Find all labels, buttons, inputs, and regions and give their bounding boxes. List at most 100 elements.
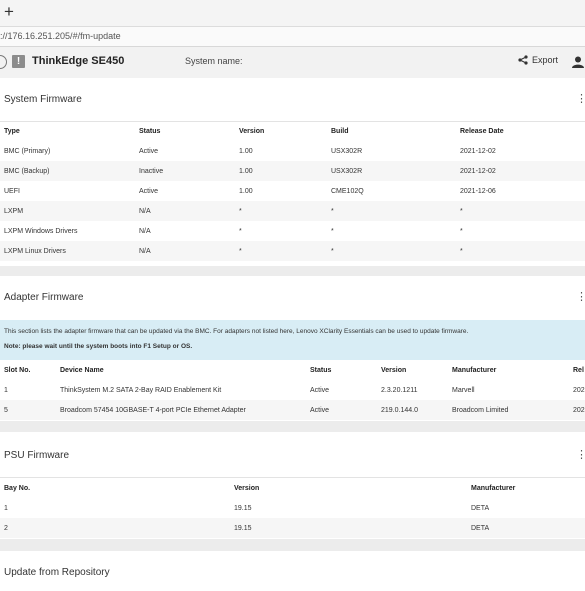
table-header-row: Bay No. Version Manufacturer <box>0 478 585 498</box>
section-title: Update from Repository <box>4 567 110 578</box>
new-tab-button[interactable]: + <box>4 2 14 21</box>
cell-type: BMC (Backup) <box>4 167 50 175</box>
cell-build: USX302R <box>331 167 363 175</box>
user-icon[interactable] <box>571 55 585 69</box>
psu-firmware-section: PSU Firmware ⋮ Bay No. Version Manufactu… <box>0 432 585 539</box>
cell-manufacturer: DETA <box>471 504 490 512</box>
cell-status: Inactive <box>139 167 164 175</box>
cell-build: CME102Q <box>331 187 364 195</box>
cell-version: 2.3.20.1211 <box>381 386 418 394</box>
address-bar[interactable]: ://176.16.251.205/#/fm-update <box>0 27 585 47</box>
share-icon <box>518 55 528 65</box>
cell-version: * <box>239 227 242 235</box>
table-row: BMC (Primary) Active 1.00 USX302R 2021-1… <box>0 141 585 161</box>
info-banner: This section lists the adapter firmware … <box>0 320 585 360</box>
cell-release-date: 2021-12-02 <box>460 147 496 155</box>
table-row: 2 19.15 DETA <box>0 518 585 538</box>
cell-release: 202 <box>573 386 585 394</box>
power-icon[interactable] <box>0 55 7 69</box>
table-row: BMC (Backup) Inactive 1.00 USX302R 2021-… <box>0 161 585 181</box>
column-header: Status <box>139 127 161 135</box>
column-header: Status <box>310 366 332 374</box>
table-row: 1 19.15 DETA <box>0 498 585 518</box>
column-header: Release Date <box>460 127 504 135</box>
info-text: This section lists the adapter firmware … <box>4 328 469 335</box>
cell-manufacturer: Broadcom Limited <box>452 406 509 414</box>
note-text: Note: please wait until the system boots… <box>4 343 193 350</box>
cell-type: LXPM Windows Drivers <box>4 227 78 235</box>
table-header-row: Type Status Version Build Release Date <box>0 121 585 141</box>
cell-status: N/A <box>139 227 151 235</box>
cell-version: 19.15 <box>234 524 252 532</box>
server-title: ThinkEdge SE450 <box>32 55 125 67</box>
cell-version: * <box>239 247 242 255</box>
column-header: Manufacturer <box>452 366 497 374</box>
cell-version: 219.0.144.0 <box>381 406 418 414</box>
psu-firmware-table: Bay No. Version Manufacturer 1 19.15 DET… <box>0 478 585 538</box>
section-menu-icon[interactable]: ⋮ <box>576 93 585 105</box>
cell-version: * <box>239 207 242 215</box>
system-firmware-table: Type Status Version Build Release Date B… <box>0 121 585 261</box>
system-name-label: System name: <box>185 56 243 66</box>
column-header: Rel <box>573 366 584 374</box>
cell-status: N/A <box>139 207 151 215</box>
column-header: Type <box>4 127 20 135</box>
cell-type: LXPM <box>4 207 24 215</box>
column-header: Version <box>234 484 260 492</box>
cell-build: * <box>331 247 334 255</box>
cell-status: Active <box>139 187 159 195</box>
column-header: Slot No. <box>4 366 31 374</box>
cell-release-date: * <box>460 227 463 235</box>
column-header: Version <box>239 127 265 135</box>
cell-type: LXPM Linux Drivers <box>4 247 66 255</box>
table-row: LXPM Linux Drivers N/A * * * <box>0 241 585 261</box>
cell-type: BMC (Primary) <box>4 147 51 155</box>
column-header: Version <box>381 366 407 374</box>
column-header: Build <box>331 127 349 135</box>
cell-version: 1.00 <box>239 147 253 155</box>
section-menu-icon[interactable]: ⋮ <box>576 449 585 461</box>
cell-release: 202 <box>573 406 585 414</box>
section-menu-icon[interactable]: ⋮ <box>576 291 585 303</box>
browser-tab-strip: + <box>0 0 585 27</box>
export-button[interactable]: Export <box>518 55 558 65</box>
app-header: ! ThinkEdge SE450 System name: Export <box>0 47 585 79</box>
divider <box>0 477 585 478</box>
cell-release-date: 2021-12-06 <box>460 187 496 195</box>
table-row: 5 Broadcom 57454 10GBASE-T 4-port PCIe E… <box>0 400 585 420</box>
cell-version: 19.15 <box>234 504 252 512</box>
table-row: LXPM Windows Drivers N/A * * * <box>0 221 585 241</box>
table-header-row: Slot No. Device Name Status Version Manu… <box>0 360 585 380</box>
column-header: Bay No. <box>4 484 31 492</box>
cell-version: 1.00 <box>239 187 253 195</box>
cell-device: Broadcom 57454 10GBASE-T 4-port PCIe Eth… <box>60 406 246 414</box>
cell-slot: 5 <box>4 406 8 414</box>
cell-release-date: * <box>460 247 463 255</box>
section-title: PSU Firmware <box>4 450 70 461</box>
cell-version: 1.00 <box>239 167 253 175</box>
cell-release-date: 2021-12-02 <box>460 167 496 175</box>
cell-status: Active <box>310 406 330 414</box>
cell-status: Active <box>310 386 330 394</box>
repository-section: Update from Repository <box>0 551 585 591</box>
cell-bay: 2 <box>4 524 8 532</box>
adapter-firmware-section: Adapter Firmware ⋮ This section lists th… <box>0 276 585 421</box>
cell-manufacturer: DETA <box>471 524 490 532</box>
cell-type: UEFI <box>4 187 20 195</box>
cell-status: N/A <box>139 247 151 255</box>
export-label: Export <box>532 55 559 65</box>
table-row: UEFI Active 1.00 CME102Q 2021-12-06 <box>0 181 585 201</box>
adapter-firmware-table: Slot No. Device Name Status Version Manu… <box>0 360 585 420</box>
divider <box>0 121 585 122</box>
cell-manufacturer: Marvell <box>452 386 475 394</box>
table-row: 1 ThinkSystem M.2 SATA 2-Bay RAID Enable… <box>0 380 585 400</box>
column-header: Manufacturer <box>471 484 516 492</box>
system-firmware-section: System Firmware ⋮ Type Status Version Bu… <box>0 78 585 266</box>
table-row: LXPM N/A * * * <box>0 201 585 221</box>
cell-build: USX302R <box>331 147 363 155</box>
column-header: Device Name <box>60 366 104 374</box>
cell-build: * <box>331 207 334 215</box>
warning-icon[interactable]: ! <box>12 55 25 68</box>
cell-status: Active <box>139 147 159 155</box>
section-title: Adapter Firmware <box>4 292 84 303</box>
